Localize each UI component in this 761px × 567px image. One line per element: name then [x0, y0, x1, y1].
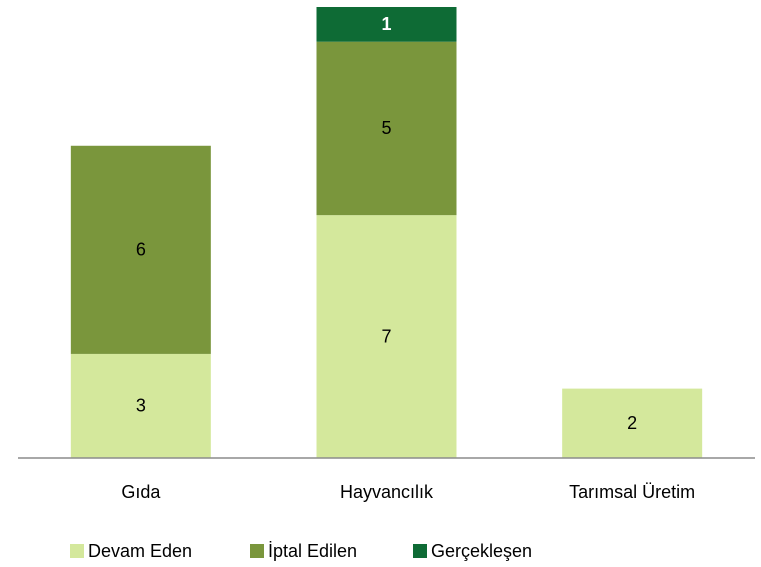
bar-segment	[316, 7, 457, 42]
legend-label: Devam Eden	[88, 541, 192, 561]
bar-segment	[316, 41, 457, 216]
x-tick-label: Gıda	[121, 482, 161, 502]
data-label: 1	[381, 14, 391, 34]
data-label: 6	[136, 240, 146, 260]
legend-label: İptal Edilen	[268, 541, 357, 561]
x-tick-label: Hayvancılık	[340, 482, 434, 502]
legend-label: Gerçekleşen	[431, 541, 532, 561]
legend-swatch	[250, 544, 264, 558]
legend-swatch	[413, 544, 427, 558]
data-label: 3	[136, 396, 146, 416]
legend-swatch	[70, 544, 84, 558]
data-label: 7	[381, 326, 391, 346]
bar-segment	[562, 388, 703, 458]
data-label: 5	[381, 118, 391, 138]
data-label: 2	[627, 413, 637, 433]
bar-segment	[70, 145, 211, 354]
bar-segment	[316, 215, 457, 458]
x-tick-label: Tarımsal Üretim	[569, 482, 695, 502]
bar-segment	[70, 353, 211, 458]
